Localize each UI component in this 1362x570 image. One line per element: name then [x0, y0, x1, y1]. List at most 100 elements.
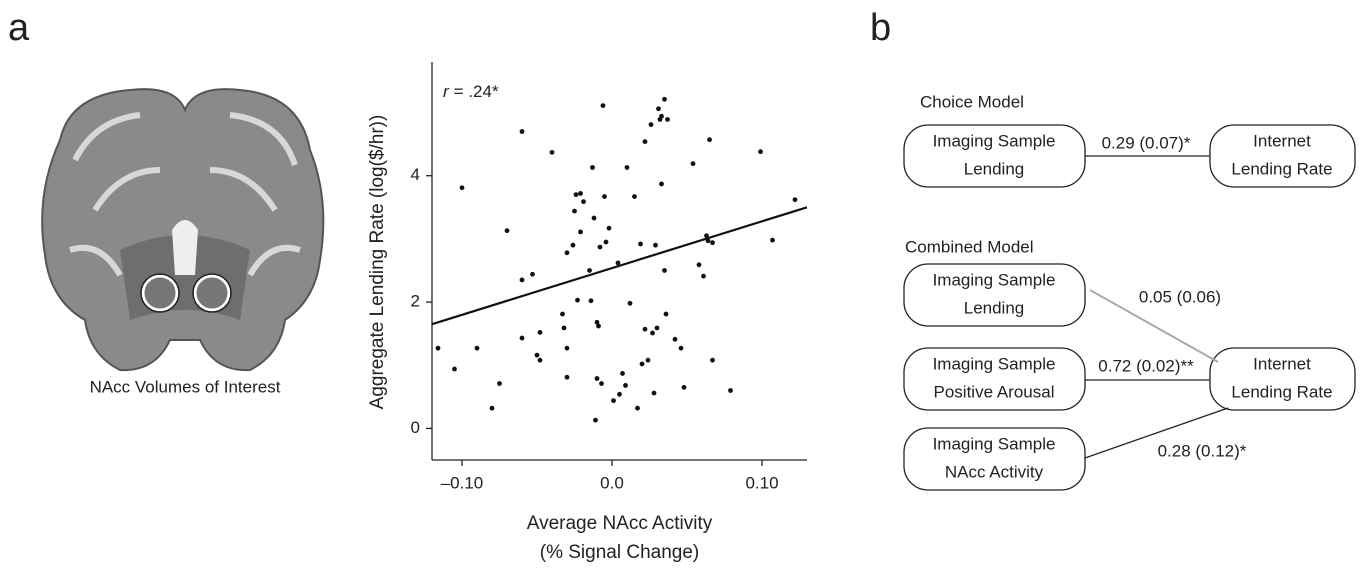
point — [659, 113, 664, 119]
edge-label: 0.72 (0.02)** — [1098, 356, 1194, 375]
x-tick-label: 0.10 — [745, 473, 778, 492]
point — [537, 329, 543, 335]
annotation: r = .24* — [443, 82, 499, 101]
point — [648, 122, 654, 127]
node-label: Lending — [964, 159, 1025, 178]
point — [623, 383, 628, 388]
point — [534, 352, 540, 358]
point — [665, 117, 670, 122]
point — [560, 311, 565, 317]
point — [564, 250, 570, 256]
node-label: Imaging Sample — [933, 354, 1056, 373]
point — [591, 215, 597, 221]
edge — [1084, 407, 1229, 459]
edge-label: 0.28 (0.12)* — [1158, 441, 1247, 460]
point — [578, 191, 583, 196]
point — [590, 165, 595, 170]
point — [681, 384, 687, 390]
point — [578, 229, 583, 235]
path-diagram: Choice Model Imaging Sample Lending Inte… — [903, 92, 1356, 491]
y-axis-label: Aggregate Lending Rate (log($/hr)) — [367, 115, 388, 410]
point — [705, 238, 711, 244]
trend-line — [431, 206, 808, 326]
point — [642, 326, 648, 332]
node-label: Lending Rate — [1231, 159, 1332, 178]
node-label: Internet — [1253, 354, 1311, 373]
point — [710, 240, 715, 246]
point — [770, 237, 775, 243]
point — [594, 319, 600, 325]
point — [519, 277, 525, 283]
node-label: Imaging Sample — [933, 434, 1056, 453]
node-label: Lending Rate — [1231, 382, 1332, 401]
point — [530, 271, 535, 277]
x-tick-label: 0.0 — [600, 473, 624, 492]
point — [707, 137, 712, 143]
point — [659, 181, 664, 187]
point — [704, 233, 709, 239]
point — [581, 199, 586, 205]
point — [663, 311, 669, 317]
node-label: Imaging Sample — [933, 270, 1056, 289]
point — [519, 335, 525, 341]
point — [617, 391, 622, 397]
point — [620, 371, 625, 376]
node-label: Positive Arousal — [934, 382, 1055, 401]
point — [588, 298, 594, 304]
panel-label: b — [870, 7, 891, 49]
panel-label: a — [8, 7, 30, 49]
point — [654, 325, 660, 331]
point — [570, 242, 576, 248]
y-tick-label: 0 — [411, 418, 420, 437]
model-title: Combined Model — [905, 237, 1034, 256]
point — [632, 194, 637, 199]
point — [690, 161, 696, 167]
scatter-plot: 0 2 4 –0.10 0.0 0.10 Average NAcc Activity (% S… — [367, 62, 808, 563]
point — [627, 300, 633, 306]
point — [459, 185, 465, 191]
point — [792, 197, 798, 203]
annotation-symbol: r — [443, 82, 450, 101]
brain-image — [41, 88, 325, 372]
point — [701, 273, 706, 279]
x-axis-label: (% Signal Change) — [540, 542, 699, 563]
point — [603, 239, 609, 245]
node-label: Imaging Sample — [933, 131, 1056, 150]
node-label: Lending — [964, 298, 1025, 317]
point — [596, 323, 601, 329]
point — [645, 357, 651, 363]
point — [587, 268, 592, 273]
point — [549, 149, 555, 155]
point — [642, 139, 648, 145]
point — [600, 103, 606, 108]
node — [903, 263, 1086, 327]
point — [452, 366, 457, 372]
point — [575, 297, 580, 303]
y-tick-label: 2 — [411, 292, 420, 311]
point — [651, 390, 657, 396]
point — [672, 336, 678, 342]
x-tick-label: –0.10 — [441, 473, 484, 492]
x-axis-label: Average NAcc Activity — [527, 513, 713, 534]
point — [602, 194, 607, 199]
point — [696, 262, 702, 268]
point — [572, 208, 577, 214]
point — [615, 260, 621, 266]
point — [573, 192, 579, 198]
point — [497, 381, 502, 386]
point — [710, 357, 715, 363]
node-label: NAcc Activity — [945, 462, 1044, 481]
y-tick-label: 4 — [411, 165, 420, 184]
point — [638, 241, 643, 247]
point — [728, 388, 733, 393]
point — [656, 106, 661, 112]
point — [611, 398, 616, 404]
point — [564, 345, 570, 351]
point — [650, 330, 655, 336]
model-title: Choice Model — [920, 92, 1024, 111]
brain-caption: NAcc Volumes of Interest — [90, 377, 281, 396]
point — [519, 129, 525, 134]
point — [758, 149, 763, 155]
node — [903, 347, 1086, 411]
